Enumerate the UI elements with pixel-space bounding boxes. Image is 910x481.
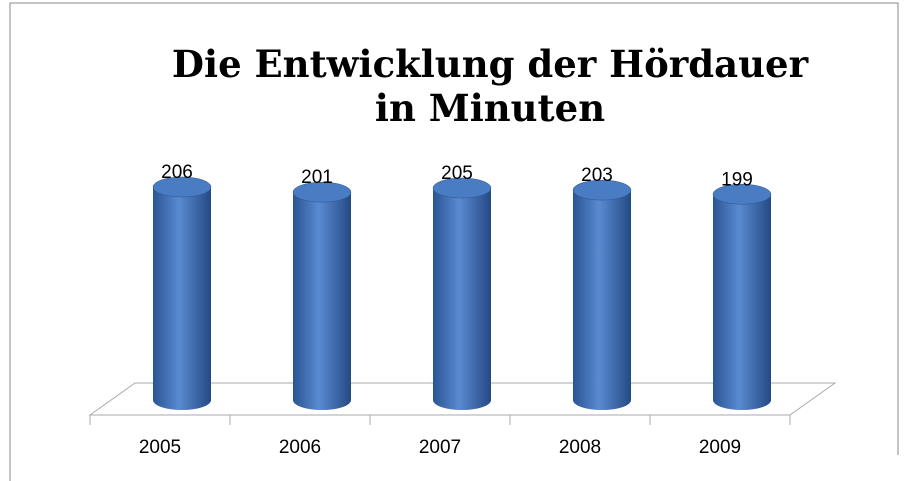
data-label: 206 bbox=[161, 162, 193, 183]
bar bbox=[433, 188, 491, 410]
x-tick-label: 2007 bbox=[419, 437, 461, 458]
data-label: 199 bbox=[721, 169, 753, 190]
x-tick-label: 2005 bbox=[139, 437, 181, 458]
frame bbox=[9, 2, 899, 481]
x-tick-label: 2006 bbox=[279, 437, 321, 458]
bar bbox=[713, 194, 771, 410]
bar-top bbox=[432, 177, 492, 199]
x-tick-label: 2008 bbox=[559, 437, 601, 458]
chart-title: Die Entwicklung der Hördauer in Minuten bbox=[171, 42, 809, 130]
bar bbox=[153, 187, 211, 410]
data-label: 205 bbox=[441, 163, 473, 184]
data-label: 203 bbox=[581, 165, 613, 186]
x-tick-label: 2009 bbox=[699, 437, 741, 458]
bar-top bbox=[292, 181, 352, 203]
data-label: 201 bbox=[301, 167, 333, 188]
bar bbox=[293, 192, 351, 410]
bar-top bbox=[152, 176, 212, 198]
bar-top bbox=[572, 179, 632, 201]
bar-top bbox=[712, 183, 772, 205]
bar bbox=[573, 190, 631, 410]
